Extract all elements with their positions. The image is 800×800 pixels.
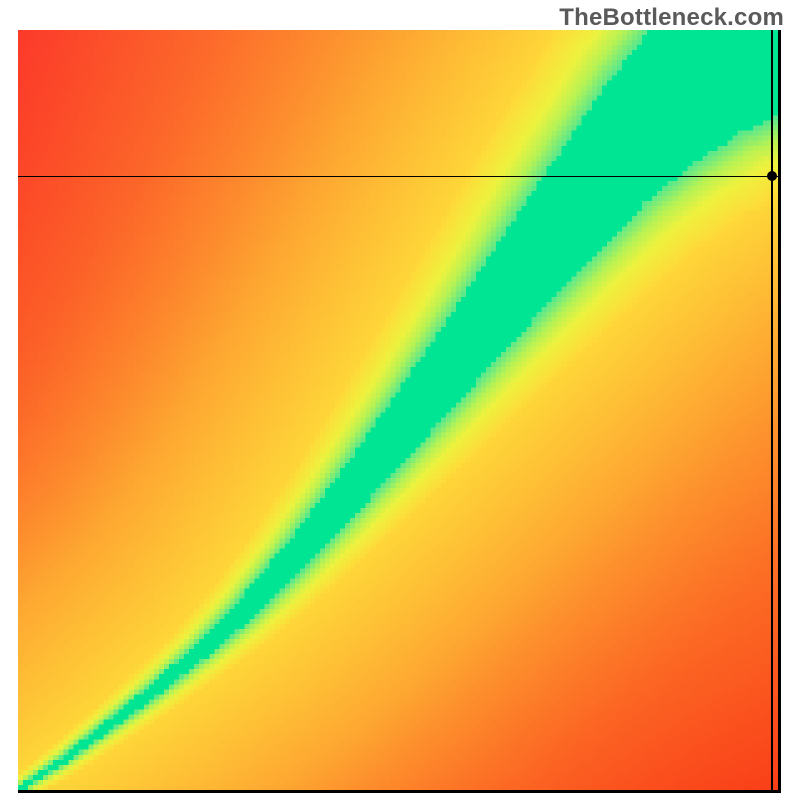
crosshair-horizontal [18,176,781,177]
plot-area [18,30,781,793]
crosshair-vertical [771,30,772,793]
figure: TheBottleneck.com [0,0,800,800]
marker-point [767,171,777,181]
heatmap-canvas [18,30,778,790]
watermark-text: TheBottleneck.com [559,4,784,32]
